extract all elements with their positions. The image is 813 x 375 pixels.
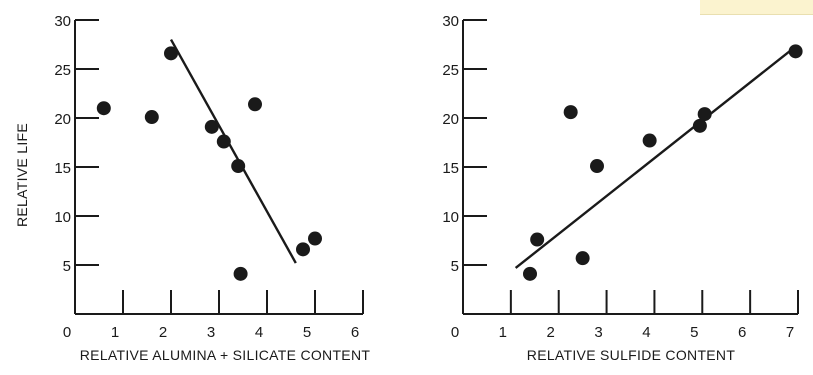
x-tick-label: 6: [738, 324, 746, 341]
y-tick-label: 30: [442, 13, 459, 30]
data-point: [692, 118, 707, 133]
y-tick-label: 20: [442, 111, 459, 128]
x-tick-label: 3: [594, 324, 602, 341]
y-tick-label: 5: [451, 258, 459, 275]
y-tick-label: 25: [54, 62, 71, 79]
data-point: [231, 159, 246, 174]
x-axis-label: RELATIVE ALUMINA + SILICATE CONTENT: [80, 347, 371, 363]
x-tick-label: 4: [642, 324, 650, 341]
data-point: [233, 266, 248, 281]
data-point: [697, 107, 712, 122]
data-point: [563, 105, 578, 120]
y-tick-label: 25: [442, 62, 459, 79]
data-point: [296, 242, 310, 257]
data-point: [575, 251, 590, 266]
y-tick-label: 5: [63, 258, 71, 275]
y-tick-label: 30: [54, 13, 71, 30]
trend-line: [514, 47, 794, 269]
data-point: [788, 44, 803, 59]
chart-left: 0 1 2 3 4 5 6 5 10 15 20 25 30 RELATIVE ALUMINA + SIL…: [14, 13, 370, 363]
chart-right: 0 1 2 3 4 5 6 7 5 10 15 20 25 30 RELATIVE SULFIDE CONT…: [442, 13, 803, 363]
data-point: [164, 46, 178, 61]
paper-scrap: [700, 0, 813, 15]
data-point: [590, 159, 604, 174]
x-tick-label: 0: [451, 324, 459, 341]
x-tick-label: 2: [547, 324, 555, 341]
x-tick-label: 5: [303, 324, 311, 341]
x-axis-label: RELATIVE SULFIDE CONTENT: [527, 347, 736, 363]
trend-line: [169, 39, 297, 264]
x-tick-label: 0: [63, 324, 71, 341]
y-tick-label: 10: [442, 209, 459, 226]
y-axis-label: RELATIVE LIFE: [14, 123, 30, 227]
data-point: [96, 101, 111, 116]
x-tick-label: 1: [499, 324, 507, 341]
x-tick-label: 6: [351, 324, 359, 341]
x-tick-label: 5: [690, 324, 698, 341]
y-tick-label: 15: [54, 160, 71, 177]
x-tick-label: 1: [111, 324, 119, 341]
data-point: [248, 97, 262, 112]
x-tick-label: 3: [207, 324, 215, 341]
data-point: [204, 119, 219, 134]
data-point: [216, 134, 231, 149]
data-point: [144, 110, 159, 125]
y-tick-label: 10: [54, 209, 71, 226]
data-point: [308, 231, 322, 246]
x-tick-label: 2: [159, 324, 167, 341]
x-tick-label: 4: [255, 324, 263, 341]
x-tick-label: 7: [786, 324, 794, 341]
data-point: [642, 133, 657, 148]
y-tick-label: 15: [442, 160, 459, 177]
data-point: [530, 232, 545, 247]
data-point: [523, 266, 537, 281]
y-tick-label: 20: [54, 111, 71, 128]
